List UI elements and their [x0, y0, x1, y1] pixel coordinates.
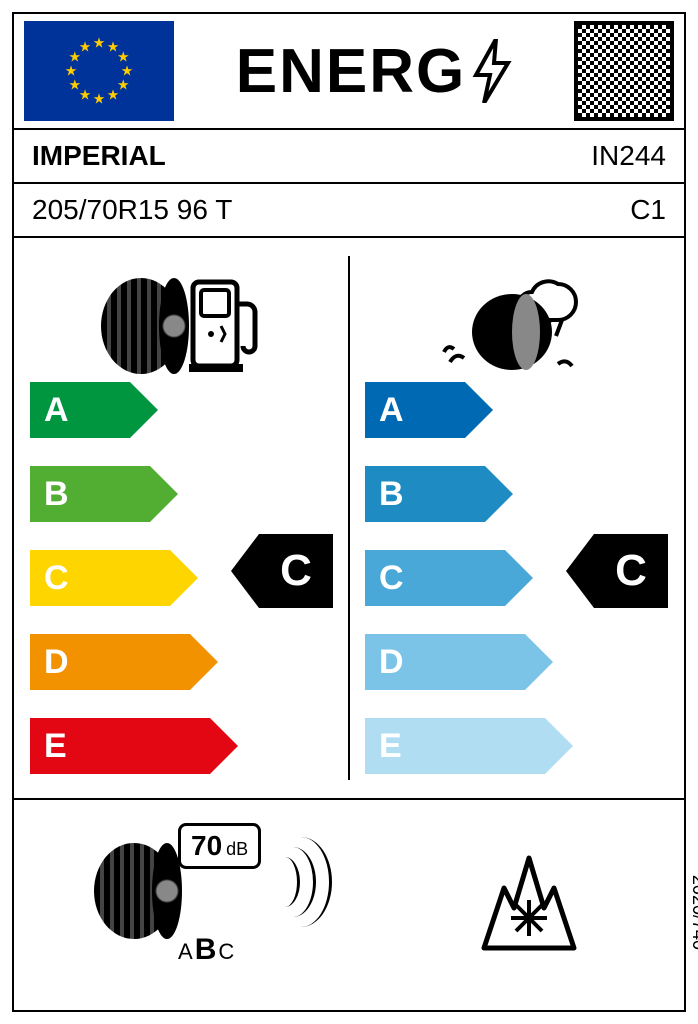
fuel-bars: ABCDEC — [30, 374, 333, 782]
wet-icon-zone — [365, 252, 668, 374]
rating-row-d: D — [30, 626, 333, 698]
rain-cloud-icon — [442, 264, 592, 374]
product-code: IN244 — [591, 140, 666, 172]
noise-unit: dB — [226, 839, 248, 860]
fuel-pump-icon — [189, 274, 263, 374]
rating-row-e: E — [30, 710, 333, 782]
rating-bar: A — [30, 382, 130, 438]
rating-bar: D — [30, 634, 190, 690]
rating-row-e: E — [365, 710, 668, 782]
selected-rating-indicator: C — [594, 534, 668, 608]
rating-bar: C — [30, 550, 170, 606]
energy-text: ENERG — [236, 36, 466, 107]
bottom-area: 70 dB ABC — [14, 798, 684, 986]
tyre-size: 205/70R15 96 T — [32, 194, 232, 226]
wet-column: ABCDEC — [349, 238, 684, 798]
tyre-class: C1 — [630, 194, 666, 226]
selected-rating-indicator: C — [259, 534, 333, 608]
energy-title: ENERG — [174, 36, 574, 107]
qr-code — [574, 21, 674, 121]
noise-scale-letter: A — [178, 939, 195, 964]
rating-row-d: D — [365, 626, 668, 698]
snow-grip-icon — [454, 818, 604, 968]
fuel-column: ABCDEC — [14, 238, 349, 798]
rating-row-a: A — [365, 374, 668, 446]
size-row: 205/70R15 96 T C1 — [14, 184, 684, 238]
rating-bar: B — [30, 466, 150, 522]
noise-scale-letter: B — [195, 933, 219, 966]
rating-bar: C — [365, 550, 505, 606]
eu-flag: ★★★★★★★★★★★★ — [24, 21, 174, 121]
ratings-area: ABCDEC ABCDEC — [14, 238, 684, 798]
noise-scale-letter: C — [218, 939, 236, 964]
rating-row-a: A — [30, 374, 333, 446]
tire-icon — [101, 278, 181, 374]
noise-value: 70 — [191, 830, 222, 862]
rating-row-b: B — [30, 458, 333, 530]
rating-bar: B — [365, 466, 485, 522]
noise-value-box: 70 dB — [178, 823, 261, 869]
lightning-icon — [472, 39, 512, 103]
wet-bars: ABCDEC — [365, 374, 668, 782]
energy-label: ★★★★★★★★★★★★ ENERG IMPERIAL IN244 205/70… — [12, 12, 686, 1012]
header: ★★★★★★★★★★★★ ENERG — [14, 14, 684, 130]
brand-row: IMPERIAL IN244 — [14, 130, 684, 184]
rating-bar: A — [365, 382, 465, 438]
noise-scale: ABC — [178, 933, 236, 967]
rating-row-b: B — [365, 458, 668, 530]
fuel-icon-zone — [30, 252, 333, 374]
noise-tire-icon — [94, 843, 174, 939]
rating-bar: E — [30, 718, 210, 774]
rating-bar: D — [365, 634, 525, 690]
regulation-text: 2020/740 — [688, 875, 698, 950]
noise-group: 70 dB ABC — [94, 813, 354, 973]
rating-bar: E — [365, 718, 545, 774]
brand-name: IMPERIAL — [32, 140, 166, 172]
